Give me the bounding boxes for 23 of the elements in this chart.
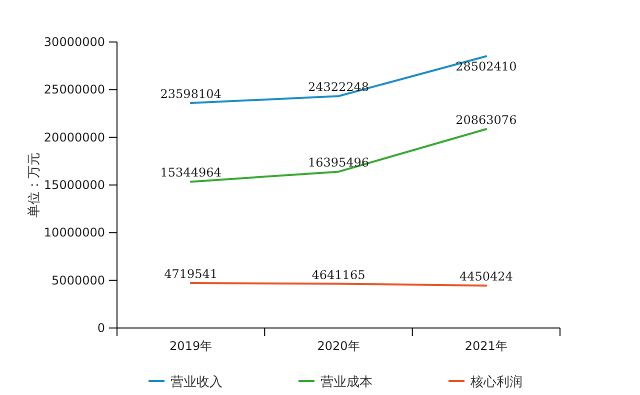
legend-label: 营业成本	[320, 375, 372, 390]
data-label: 23598104	[160, 87, 222, 102]
data-label: 28502410	[456, 59, 517, 74]
legend-label: 营业收入	[170, 375, 222, 390]
data-label: 15344964	[160, 166, 222, 180]
y-tick-label: 15000000	[44, 178, 105, 192]
y-tick-label: 5000000	[52, 273, 105, 288]
y-tick-label: 25000000	[44, 82, 105, 97]
y-tick-label: 0	[97, 321, 105, 335]
data-label: 20863076	[456, 113, 517, 128]
data-label: 4719541	[164, 267, 218, 282]
x-tick-label: 2021年	[464, 339, 508, 353]
data-label: 24322248	[308, 80, 370, 94]
data-label: 16395496	[308, 156, 370, 170]
x-tick-label: 2019年	[170, 339, 212, 353]
data-label: 4450424	[459, 270, 514, 284]
y-tick-label: 30000000	[44, 35, 105, 49]
legend-label: 核心利润	[470, 374, 522, 390]
y-axis-title: 单位：万元	[27, 152, 42, 218]
x-tick-label: 2020年	[317, 339, 360, 353]
y-tick-label: 10000000	[44, 226, 105, 240]
y-tick-label: 20000000	[44, 130, 105, 144]
data-label: 4641165	[312, 268, 366, 282]
